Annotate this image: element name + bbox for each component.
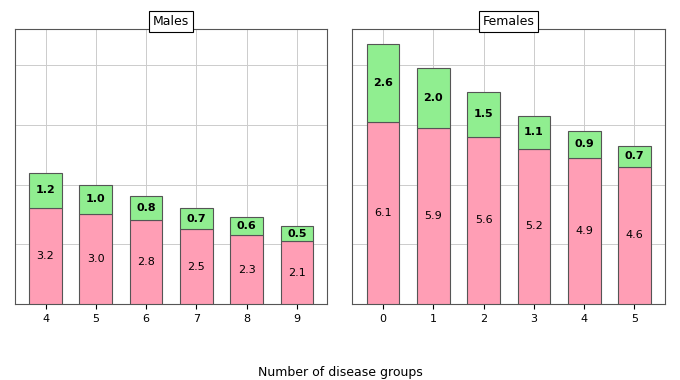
Text: 6.1: 6.1: [374, 208, 392, 218]
Text: 5.9: 5.9: [424, 211, 442, 221]
Text: 3.2: 3.2: [37, 251, 54, 261]
Bar: [130, 220, 163, 304]
Text: 0.6: 0.6: [237, 221, 256, 231]
Bar: [281, 241, 313, 304]
Title: Females: Females: [483, 15, 534, 28]
Bar: [180, 208, 213, 229]
Text: 2.6: 2.6: [373, 78, 393, 88]
Text: 3.0: 3.0: [87, 254, 105, 264]
Text: 1.1: 1.1: [524, 127, 544, 137]
Text: 2.0: 2.0: [424, 93, 443, 103]
Bar: [367, 44, 399, 122]
Bar: [568, 158, 600, 304]
Bar: [29, 173, 62, 208]
Bar: [29, 208, 62, 304]
Bar: [80, 214, 112, 304]
Bar: [130, 196, 163, 220]
Bar: [180, 229, 213, 304]
Text: 0.9: 0.9: [575, 139, 594, 149]
Bar: [231, 235, 263, 304]
Text: 0.7: 0.7: [186, 214, 206, 224]
Bar: [467, 137, 500, 304]
Bar: [517, 149, 550, 304]
Bar: [517, 116, 550, 149]
Title: Males: Males: [153, 15, 189, 28]
Text: 1.5: 1.5: [474, 109, 494, 119]
Bar: [568, 131, 600, 158]
Bar: [618, 146, 651, 166]
Text: 4.6: 4.6: [626, 230, 643, 240]
Text: 5.2: 5.2: [525, 221, 543, 231]
Text: 1.0: 1.0: [86, 195, 105, 204]
Text: 5.6: 5.6: [475, 215, 492, 225]
Bar: [80, 185, 112, 214]
Bar: [417, 128, 449, 304]
Text: 0.8: 0.8: [136, 203, 156, 214]
Bar: [231, 217, 263, 235]
Text: 2.1: 2.1: [288, 268, 306, 278]
Bar: [467, 92, 500, 137]
Bar: [367, 122, 399, 304]
Text: Number of disease groups: Number of disease groups: [258, 366, 422, 379]
Text: 2.5: 2.5: [188, 262, 205, 272]
Text: 0.5: 0.5: [287, 229, 307, 239]
Text: 4.9: 4.9: [575, 226, 593, 236]
Text: 2.8: 2.8: [137, 257, 155, 267]
Bar: [618, 166, 651, 304]
Bar: [281, 226, 313, 241]
Bar: [417, 68, 449, 128]
Text: 1.2: 1.2: [35, 185, 56, 195]
Text: 0.7: 0.7: [625, 151, 644, 161]
Text: 2.3: 2.3: [238, 264, 256, 275]
